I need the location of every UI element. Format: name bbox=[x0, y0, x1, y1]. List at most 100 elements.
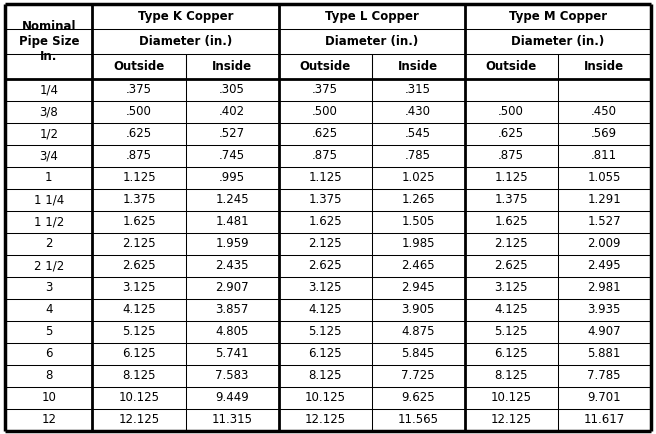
Text: 1.527: 1.527 bbox=[587, 215, 621, 228]
Text: .745: .745 bbox=[219, 149, 245, 162]
Text: 12.125: 12.125 bbox=[304, 413, 346, 426]
Text: 9.625: 9.625 bbox=[401, 391, 435, 404]
Text: Outside: Outside bbox=[113, 60, 165, 73]
Text: 1.025: 1.025 bbox=[401, 171, 435, 184]
Text: .527: .527 bbox=[219, 127, 245, 140]
Text: 7.583: 7.583 bbox=[215, 369, 249, 382]
Text: .875: .875 bbox=[498, 149, 524, 162]
Text: Diameter (in.): Diameter (in.) bbox=[511, 35, 604, 48]
Text: .875: .875 bbox=[312, 149, 338, 162]
Text: .995: .995 bbox=[219, 171, 245, 184]
Text: 4.125: 4.125 bbox=[308, 303, 342, 316]
Text: 4.805: 4.805 bbox=[215, 325, 249, 338]
Text: 3/8: 3/8 bbox=[39, 105, 58, 118]
Text: 10.125: 10.125 bbox=[304, 391, 346, 404]
Text: 2.625: 2.625 bbox=[308, 259, 342, 272]
Text: Outside: Outside bbox=[485, 60, 537, 73]
Text: 4: 4 bbox=[45, 303, 52, 316]
Text: 1.625: 1.625 bbox=[495, 215, 528, 228]
Text: 3.905: 3.905 bbox=[401, 303, 435, 316]
Text: 3.125: 3.125 bbox=[308, 281, 342, 294]
Text: Inside: Inside bbox=[584, 60, 625, 73]
Text: 5.125: 5.125 bbox=[122, 325, 155, 338]
Text: .305: .305 bbox=[219, 83, 245, 96]
Text: 3.935: 3.935 bbox=[588, 303, 621, 316]
Text: 10.125: 10.125 bbox=[119, 391, 159, 404]
Text: 12.125: 12.125 bbox=[119, 413, 159, 426]
Text: 6.125: 6.125 bbox=[122, 347, 156, 360]
Text: 9.701: 9.701 bbox=[587, 391, 621, 404]
Text: .875: .875 bbox=[126, 149, 152, 162]
Text: 1.375: 1.375 bbox=[122, 193, 155, 206]
Text: 2.465: 2.465 bbox=[401, 259, 435, 272]
Text: .500: .500 bbox=[312, 105, 338, 118]
Text: 6.125: 6.125 bbox=[495, 347, 528, 360]
Text: 1.959: 1.959 bbox=[215, 237, 249, 250]
Text: Outside: Outside bbox=[300, 60, 351, 73]
Text: 11.565: 11.565 bbox=[398, 413, 439, 426]
Text: .450: .450 bbox=[591, 105, 617, 118]
Text: 1 1/4: 1 1/4 bbox=[33, 193, 64, 206]
Text: 5.741: 5.741 bbox=[215, 347, 249, 360]
Text: 1.245: 1.245 bbox=[215, 193, 249, 206]
Text: 3: 3 bbox=[45, 281, 52, 294]
Text: 5.125: 5.125 bbox=[308, 325, 342, 338]
Text: 2.435: 2.435 bbox=[215, 259, 249, 272]
Text: .785: .785 bbox=[405, 149, 431, 162]
Text: Diameter (in.): Diameter (in.) bbox=[139, 35, 232, 48]
Text: 8: 8 bbox=[45, 369, 52, 382]
Text: 2.495: 2.495 bbox=[587, 259, 621, 272]
Text: 10: 10 bbox=[41, 391, 56, 404]
Text: 1.125: 1.125 bbox=[122, 171, 156, 184]
Text: 2.009: 2.009 bbox=[588, 237, 621, 250]
Text: Type K Copper: Type K Copper bbox=[138, 10, 234, 23]
Text: 11.315: 11.315 bbox=[211, 413, 253, 426]
Text: 1.625: 1.625 bbox=[122, 215, 156, 228]
Text: 12: 12 bbox=[41, 413, 56, 426]
Text: 2 1/2: 2 1/2 bbox=[33, 259, 64, 272]
Text: 8.125: 8.125 bbox=[122, 369, 155, 382]
Text: 4.125: 4.125 bbox=[495, 303, 528, 316]
Text: Diameter (in.): Diameter (in.) bbox=[325, 35, 419, 48]
Text: 12.125: 12.125 bbox=[491, 413, 532, 426]
Text: 1.125: 1.125 bbox=[308, 171, 342, 184]
Text: 1.055: 1.055 bbox=[588, 171, 621, 184]
Text: 4.125: 4.125 bbox=[122, 303, 156, 316]
Text: 4.907: 4.907 bbox=[587, 325, 621, 338]
Text: .375: .375 bbox=[312, 83, 338, 96]
Text: 10.125: 10.125 bbox=[491, 391, 531, 404]
Text: .375: .375 bbox=[126, 83, 152, 96]
Text: .500: .500 bbox=[126, 105, 152, 118]
Text: 1.125: 1.125 bbox=[495, 171, 528, 184]
Text: 6.125: 6.125 bbox=[308, 347, 342, 360]
Text: 3.125: 3.125 bbox=[122, 281, 155, 294]
Text: 1/4: 1/4 bbox=[39, 83, 58, 96]
Text: 8.125: 8.125 bbox=[308, 369, 342, 382]
Text: 2.625: 2.625 bbox=[495, 259, 528, 272]
Text: 1.481: 1.481 bbox=[215, 215, 249, 228]
Text: 5.845: 5.845 bbox=[401, 347, 435, 360]
Text: 4.875: 4.875 bbox=[401, 325, 435, 338]
Text: .430: .430 bbox=[405, 105, 431, 118]
Text: 2.981: 2.981 bbox=[587, 281, 621, 294]
Text: Inside: Inside bbox=[212, 60, 252, 73]
Text: 9.449: 9.449 bbox=[215, 391, 249, 404]
Text: .625: .625 bbox=[312, 127, 338, 140]
Text: 6: 6 bbox=[45, 347, 52, 360]
Text: 1.375: 1.375 bbox=[495, 193, 528, 206]
Text: .625: .625 bbox=[498, 127, 524, 140]
Text: 1.505: 1.505 bbox=[401, 215, 435, 228]
Text: .402: .402 bbox=[219, 105, 245, 118]
Text: 3/4: 3/4 bbox=[39, 149, 58, 162]
Text: 1 1/2: 1 1/2 bbox=[33, 215, 64, 228]
Text: Type M Copper: Type M Copper bbox=[508, 10, 607, 23]
Text: Nominal
Pipe Size
In.: Nominal Pipe Size In. bbox=[18, 20, 79, 63]
Text: 2.125: 2.125 bbox=[495, 237, 528, 250]
Text: .545: .545 bbox=[405, 127, 431, 140]
Text: 3.125: 3.125 bbox=[495, 281, 528, 294]
Text: 2: 2 bbox=[45, 237, 52, 250]
Text: 11.617: 11.617 bbox=[584, 413, 625, 426]
Text: 2.907: 2.907 bbox=[215, 281, 249, 294]
Text: .315: .315 bbox=[405, 83, 431, 96]
Text: 5.125: 5.125 bbox=[495, 325, 528, 338]
